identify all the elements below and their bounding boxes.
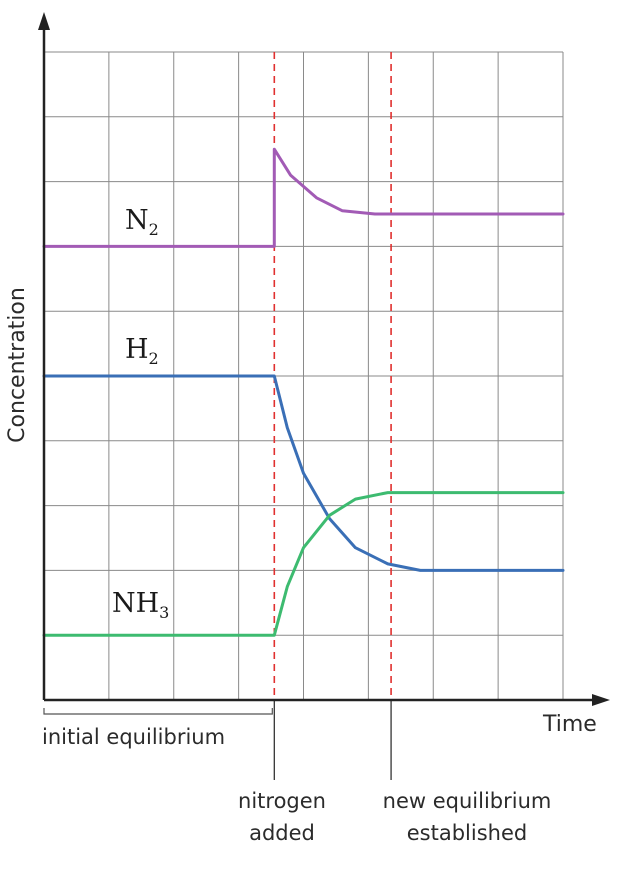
axes xyxy=(38,12,610,706)
initial-equilibrium-label: initial equilibrium xyxy=(42,725,225,749)
marker-label-line: added xyxy=(249,821,315,845)
marker-label-line: nitrogen xyxy=(238,789,326,813)
x-axis-label: Time xyxy=(542,712,597,737)
series-line xyxy=(42,374,565,572)
series-label: NH3 xyxy=(112,588,169,622)
bracket-line xyxy=(43,708,273,715)
marker-label-line: established xyxy=(407,821,527,845)
x-axis-arrow xyxy=(592,694,610,706)
marker-labels: nitrogen added new equilibrium established xyxy=(238,789,551,845)
series-label: N2 xyxy=(125,205,159,239)
y-axis-arrow xyxy=(38,12,50,30)
marker-label-line: new equilibrium xyxy=(383,789,552,813)
series-line xyxy=(42,147,565,248)
series-line xyxy=(42,491,565,637)
event-markers xyxy=(273,52,392,780)
series-lines xyxy=(42,147,565,637)
grid xyxy=(44,51,564,700)
series-label: H2 xyxy=(125,334,159,368)
initial-equilibrium-bracket xyxy=(43,708,273,715)
y-axis-label: Concentration xyxy=(5,287,30,443)
series-labels: N2 H2 NH3 xyxy=(112,205,169,622)
